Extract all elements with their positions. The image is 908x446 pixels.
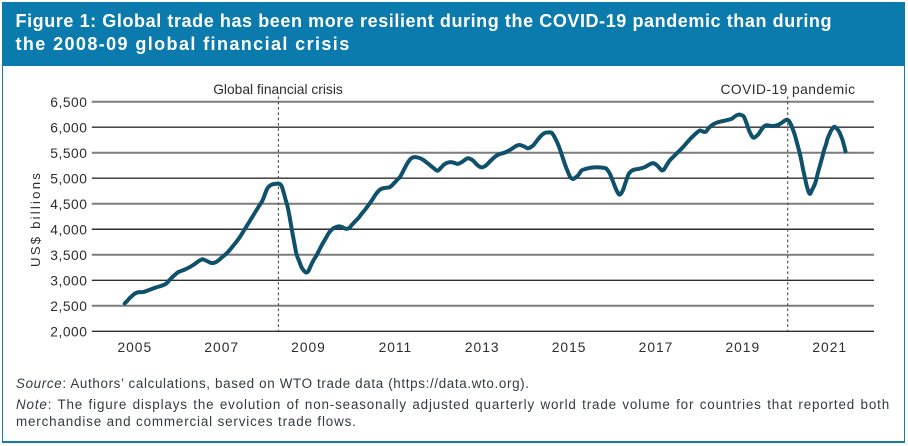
svg-text:2015: 2015 — [552, 340, 587, 355]
svg-text:5,500: 5,500 — [50, 146, 87, 161]
svg-text:5,000: 5,000 — [50, 171, 87, 186]
svg-text:6,500: 6,500 — [50, 95, 87, 110]
svg-text:6,000: 6,000 — [50, 120, 87, 135]
svg-text:Global financial crisis: Global financial crisis — [213, 82, 343, 97]
svg-text:2013: 2013 — [465, 340, 500, 355]
svg-text:4,500: 4,500 — [50, 197, 87, 212]
svg-text:2,500: 2,500 — [50, 299, 87, 314]
svg-text:2019: 2019 — [725, 340, 760, 355]
svg-text:2009: 2009 — [291, 340, 326, 355]
svg-text:2,000: 2,000 — [50, 324, 87, 339]
svg-text:2021: 2021 — [812, 340, 847, 355]
svg-text:COVID-19 pandemic: COVID-19 pandemic — [721, 82, 856, 97]
svg-text:2011: 2011 — [379, 340, 413, 355]
svg-text:US$ billions: US$ billions — [28, 171, 43, 267]
svg-text:3,500: 3,500 — [50, 248, 87, 263]
svg-text:3,000: 3,000 — [50, 273, 87, 288]
svg-text:2007: 2007 — [204, 340, 239, 355]
svg-text:2017: 2017 — [639, 340, 674, 355]
svg-text:4,000: 4,000 — [50, 222, 87, 237]
svg-text:2005: 2005 — [117, 340, 152, 355]
